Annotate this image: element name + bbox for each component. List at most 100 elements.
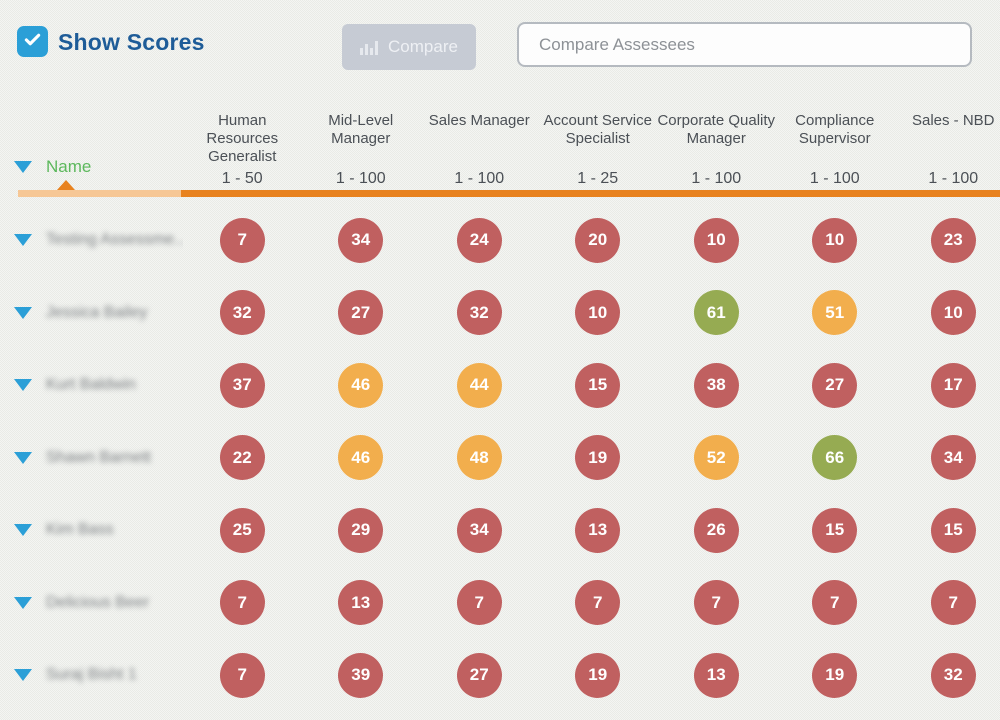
score-bubble[interactable]: 7 [219, 652, 265, 698]
assessee-name[interactable]: Testing Assessme... [46, 231, 183, 249]
compare-button-label: Compare [388, 37, 458, 56]
assessee-name[interactable]: Shawn Barnett [46, 448, 151, 466]
score-bubble[interactable]: 23 [930, 217, 976, 263]
score-bubble[interactable]: 10 [575, 290, 621, 336]
score-bubble[interactable]: 44 [456, 362, 502, 408]
score-bubble[interactable]: 22 [219, 435, 265, 481]
row-expand-arrow-icon[interactable] [14, 451, 32, 464]
table-row: Testing Assessme... 7 34 24 20 10 10 23 [0, 204, 1000, 277]
score-bubble[interactable]: 19 [575, 435, 621, 481]
score-bubble[interactable]: 27 [456, 652, 502, 698]
score-bubble[interactable]: 51 [812, 290, 858, 336]
row-expand-arrow-icon[interactable] [14, 669, 32, 682]
assessee-name[interactable]: Kim Bass [46, 521, 114, 539]
score-cell: 7 [183, 639, 302, 712]
score-bubble[interactable]: 7 [219, 217, 265, 263]
score-bubble[interactable]: 15 [812, 507, 858, 553]
score-bubble[interactable]: 34 [930, 435, 976, 481]
score-bubble[interactable]: 7 [930, 580, 976, 626]
score-cell: 13 [657, 639, 776, 712]
score-bubble[interactable]: 39 [338, 652, 384, 698]
score-bubble[interactable]: 7 [693, 580, 739, 626]
score-cell: 10 [894, 277, 1000, 350]
assessment-score-range: 1 - 25 [577, 170, 619, 187]
score-bubble[interactable]: 7 [456, 580, 502, 626]
assessee-name[interactable]: Delicious Beer [46, 593, 150, 611]
compare-button[interactable]: Compare [342, 24, 476, 70]
score-bubble[interactable]: 61 [693, 290, 739, 336]
score-cell: 26 [657, 494, 776, 567]
score-bubble[interactable]: 32 [456, 290, 502, 336]
score-bubble[interactable]: 34 [338, 217, 384, 263]
score-bubble[interactable]: 7 [575, 580, 621, 626]
score-bubble[interactable]: 10 [812, 217, 858, 263]
score-cell: 13 [302, 567, 421, 640]
score-bubble[interactable]: 52 [693, 435, 739, 481]
score-range-bar [0, 180, 1000, 197]
assessee-name[interactable]: Kurt Baldwin [46, 376, 136, 394]
name-header-label[interactable]: Name [46, 156, 92, 176]
score-bubble[interactable]: 32 [930, 652, 976, 698]
row-expand-arrow-icon[interactable] [14, 306, 32, 319]
assessment-column-header: Sales Manager 1 - 100 [420, 105, 539, 190]
assessee-name[interactable]: Suraj Bisht 1 [46, 666, 137, 684]
compare-assessees-input[interactable] [517, 22, 972, 67]
score-bubble[interactable]: 13 [575, 507, 621, 553]
score-bubble[interactable]: 13 [693, 652, 739, 698]
score-bubble[interactable]: 13 [338, 580, 384, 626]
score-bubble[interactable]: 10 [930, 290, 976, 336]
score-bubble[interactable]: 26 [693, 507, 739, 553]
score-bubble[interactable]: 34 [456, 507, 502, 553]
score-bubble[interactable]: 46 [338, 435, 384, 481]
score-bubble[interactable]: 10 [693, 217, 739, 263]
range-bar-light-segment [18, 190, 181, 197]
assessment-title: Corporate Quality Manager [657, 112, 776, 147]
name-sort-arrow-icon[interactable] [14, 160, 32, 173]
score-bubble[interactable]: 27 [338, 290, 384, 336]
assessment-title: Human Resources Generalist [206, 112, 279, 165]
assessee-name-cell: Delicious Beer [0, 567, 183, 640]
score-bubble[interactable]: 20 [575, 217, 621, 263]
assessee-name-cell: Jessica Bailey [0, 277, 183, 350]
score-cell: 24 [420, 204, 539, 277]
row-expand-arrow-icon[interactable] [14, 234, 32, 247]
score-bubble[interactable]: 15 [575, 362, 621, 408]
score-bubble[interactable]: 37 [219, 362, 265, 408]
checkmark-icon [22, 29, 43, 55]
score-cell: 7 [776, 567, 895, 640]
table-row: Jessica Bailey 32 27 32 10 61 51 10 [0, 277, 1000, 350]
assessee-name[interactable]: Jessica Bailey [46, 303, 148, 321]
score-bubble[interactable]: 7 [812, 580, 858, 626]
table-row: Suraj Bisht 1 7 39 27 19 13 19 32 [0, 639, 1000, 712]
score-bubble[interactable]: 29 [338, 507, 384, 553]
score-bubble[interactable]: 19 [812, 652, 858, 698]
score-bubble[interactable]: 38 [693, 362, 739, 408]
score-bubble[interactable]: 25 [219, 507, 265, 553]
assessment-title: Mid-Level Manager [328, 112, 394, 147]
score-bubble[interactable]: 17 [930, 362, 976, 408]
score-bubble[interactable]: 32 [219, 290, 265, 336]
score-bubble[interactable]: 46 [338, 362, 384, 408]
assessment-column-header: Compliance Supervisor 1 - 100 [776, 105, 895, 190]
score-cell: 32 [894, 639, 1000, 712]
score-cell: 7 [894, 567, 1000, 640]
score-bubble[interactable]: 27 [812, 362, 858, 408]
name-column-header: Name [0, 105, 183, 190]
score-cell: 38 [657, 349, 776, 422]
score-bubble[interactable]: 19 [575, 652, 621, 698]
score-cell: 10 [657, 204, 776, 277]
score-cell: 7 [420, 567, 539, 640]
score-cell: 32 [420, 277, 539, 350]
score-bubble[interactable]: 48 [456, 435, 502, 481]
score-cell: 44 [420, 349, 539, 422]
bar-chart-icon [360, 40, 379, 55]
score-bubble[interactable]: 7 [219, 580, 265, 626]
score-bubble[interactable]: 15 [930, 507, 976, 553]
score-bubble[interactable]: 24 [456, 217, 502, 263]
row-expand-arrow-icon[interactable] [14, 379, 32, 392]
row-expand-arrow-icon[interactable] [14, 596, 32, 609]
score-bubble[interactable]: 66 [812, 435, 858, 481]
show-scores-checkbox[interactable] [17, 26, 48, 57]
row-expand-arrow-icon[interactable] [14, 524, 32, 537]
